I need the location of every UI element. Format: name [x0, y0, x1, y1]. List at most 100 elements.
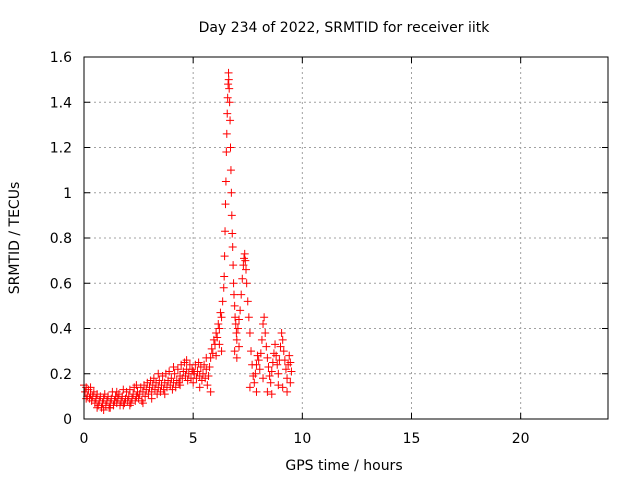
data-point	[195, 383, 204, 392]
axis-ticks	[83, 56, 608, 420]
data-point	[249, 372, 258, 381]
data-point	[213, 333, 222, 342]
data-point	[273, 360, 282, 369]
data-point	[217, 347, 226, 356]
data-point	[241, 256, 250, 265]
y-tick-label: 1	[63, 186, 72, 202]
data-point	[262, 342, 271, 351]
data-point	[206, 387, 215, 396]
data-point	[205, 362, 214, 371]
data-point	[244, 313, 253, 322]
data-point	[242, 279, 251, 288]
data-point	[276, 342, 285, 351]
data-point	[160, 390, 169, 399]
data-point	[224, 68, 233, 77]
data-point	[235, 315, 244, 324]
x-tick-labels: 0 5 10 15 20	[80, 431, 530, 447]
data-point	[268, 358, 277, 367]
data-point	[283, 374, 292, 383]
x-tick-label: 20	[512, 431, 530, 447]
data-point	[125, 385, 134, 394]
data-point	[240, 249, 249, 258]
data-point	[230, 347, 239, 356]
data-point	[239, 261, 248, 270]
data-point	[224, 75, 233, 84]
data-point	[236, 306, 245, 315]
data-point	[243, 297, 252, 306]
data-point	[226, 116, 235, 125]
data-point	[245, 329, 254, 338]
data-point	[252, 360, 261, 369]
x-tick-label: 10	[293, 431, 311, 447]
data-point	[231, 313, 240, 322]
data-point	[147, 394, 156, 403]
data-point	[254, 356, 263, 365]
data-point	[216, 308, 225, 317]
data-point	[267, 367, 276, 376]
data-point	[225, 98, 234, 107]
data-point	[155, 376, 164, 385]
data-point	[215, 340, 224, 349]
data-point	[259, 374, 268, 383]
data-point	[227, 188, 236, 197]
data-point	[278, 383, 287, 392]
data-point	[106, 403, 115, 412]
y-tick-labels: 0 0.2 0.4 0.6 0.8 1 1.2 1.4 1.6	[50, 50, 72, 428]
data-point	[279, 347, 288, 356]
y-tick-label: 0.6	[50, 276, 72, 292]
gridlines	[84, 57, 608, 419]
data-point	[247, 347, 256, 356]
data-point	[223, 109, 232, 118]
data-point	[278, 335, 287, 344]
data-point	[149, 374, 158, 383]
data-point	[242, 265, 251, 274]
y-tick-label: 0.4	[50, 322, 72, 338]
data-point	[165, 367, 174, 376]
data-point	[257, 335, 266, 344]
data-point	[228, 229, 237, 238]
data-point	[287, 367, 296, 376]
data-point	[189, 367, 198, 376]
data-point	[259, 319, 268, 328]
data-point	[223, 93, 232, 102]
data-point	[200, 360, 209, 369]
data-point	[286, 358, 295, 367]
data-point	[222, 148, 231, 157]
data-point	[221, 177, 230, 186]
data-point	[250, 378, 259, 387]
data-point	[263, 387, 272, 396]
data-point	[207, 344, 216, 353]
data-point	[125, 401, 134, 410]
data-point	[173, 365, 182, 374]
data-point	[274, 381, 283, 390]
data-point	[232, 329, 241, 338]
data-point	[269, 349, 278, 358]
data-point	[283, 387, 292, 396]
chart-title: Day 234 of 2022, SRMTID for receiver iit…	[199, 20, 491, 36]
data-point	[182, 356, 191, 365]
data-point	[93, 403, 102, 412]
data-point	[264, 362, 273, 371]
data-point	[267, 390, 276, 399]
data-point	[138, 399, 147, 408]
data-points	[80, 68, 296, 414]
data-point	[202, 353, 211, 362]
data-point	[212, 351, 221, 360]
plot-frame	[83, 56, 609, 420]
data-point	[277, 329, 286, 338]
y-tick-label: 1.2	[50, 141, 72, 157]
data-point	[281, 365, 290, 374]
data-point	[224, 80, 233, 89]
data-point	[274, 369, 283, 378]
data-point	[212, 329, 221, 338]
data-point	[260, 313, 269, 322]
data-point	[229, 290, 238, 299]
y-tick-label: 1.6	[50, 50, 72, 66]
data-point	[203, 381, 212, 390]
data-point	[219, 283, 228, 292]
data-point	[217, 313, 226, 322]
data-point	[252, 387, 261, 396]
data-point	[222, 129, 231, 138]
data-point	[256, 349, 265, 358]
